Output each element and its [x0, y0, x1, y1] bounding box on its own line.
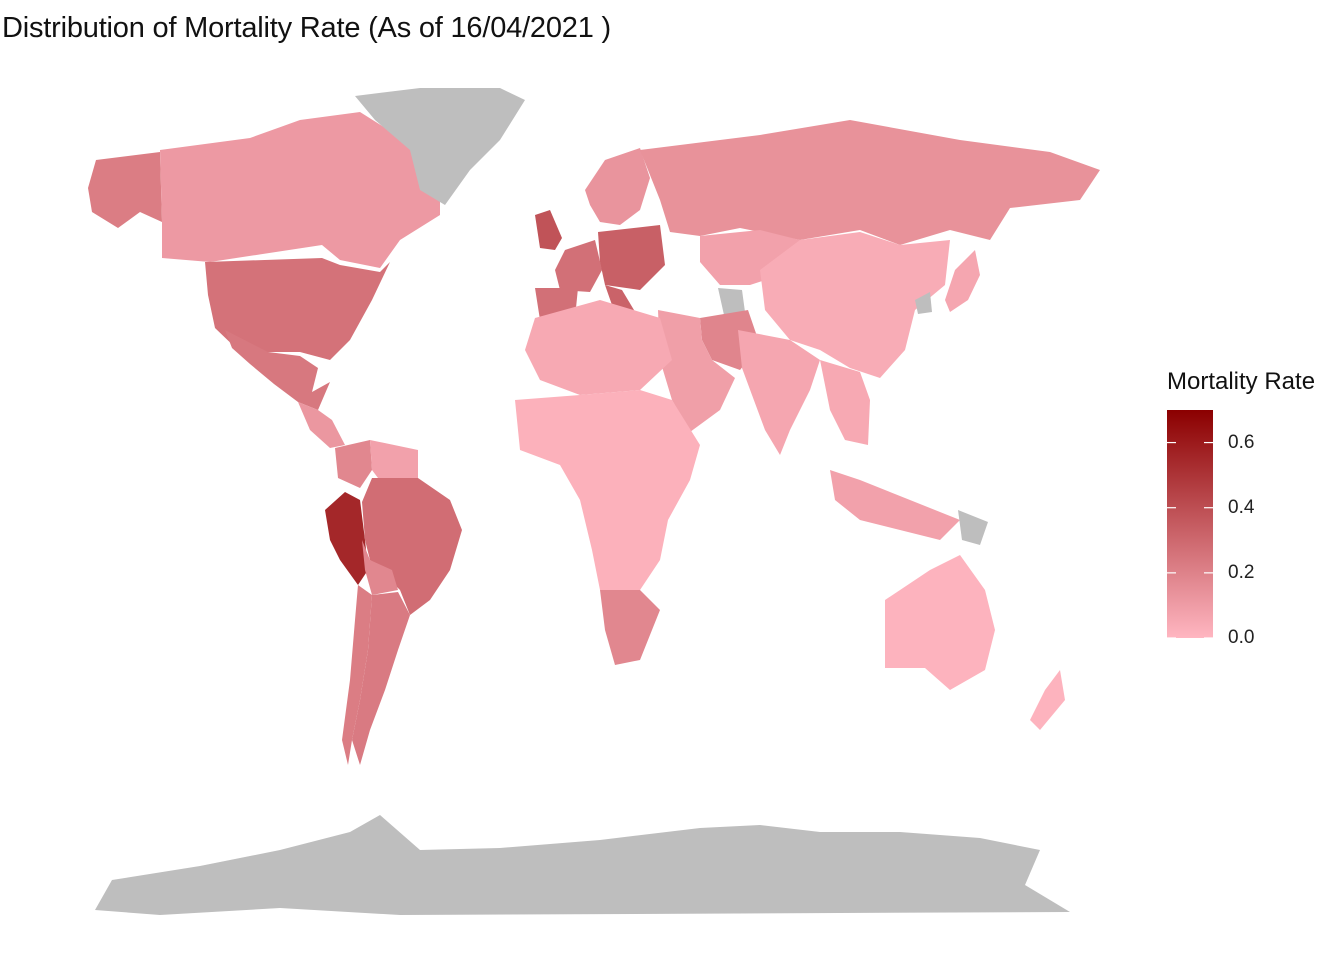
- region-middle-east: [658, 310, 735, 432]
- region-india: [738, 330, 820, 455]
- region-north-korea: [915, 292, 932, 314]
- region-colombia: [335, 440, 372, 488]
- map-regions: [88, 88, 1100, 915]
- region-canada: [160, 112, 440, 268]
- legend-title: Mortality Rate: [1167, 368, 1316, 395]
- region-peru: [325, 492, 368, 585]
- region-scandinavia: [585, 148, 650, 225]
- region-papua-new-guinea: [958, 510, 988, 545]
- legend-tick-label: 0.6: [1228, 431, 1255, 453]
- region-north-africa: [525, 300, 672, 395]
- region-united-states: [205, 258, 390, 360]
- region-indonesia: [830, 470, 960, 540]
- legend-tick-label: 0.4: [1228, 496, 1255, 518]
- region-turkmenistan: [718, 288, 745, 315]
- region-united-kingdom: [535, 210, 562, 250]
- region-china: [760, 232, 950, 378]
- region-central-europe: [598, 225, 665, 290]
- region-chile: [342, 585, 372, 765]
- legend-colorbar: [1167, 410, 1213, 638]
- region-brazil: [362, 478, 462, 615]
- legend-tick-label: 0.2: [1228, 561, 1255, 583]
- region-venezuela: [370, 440, 418, 480]
- region-central-america: [298, 402, 345, 448]
- region-japan: [945, 250, 980, 312]
- region-russia: [640, 120, 1100, 245]
- region-sub-saharan-africa: [515, 390, 700, 590]
- region-bolivia: [362, 540, 398, 595]
- region-south-africa: [600, 590, 660, 665]
- chart-title: Distribution of Mortality Rate (As of 16…: [2, 12, 611, 44]
- region-alaska: [88, 152, 162, 228]
- region-greenland: [355, 88, 525, 205]
- region-australia: [885, 555, 995, 690]
- region-southeast-asia: [820, 360, 870, 445]
- legend-tick-label: 0.0: [1228, 627, 1255, 648]
- region-antarctica: [95, 815, 1070, 915]
- region-argentina: [352, 592, 410, 765]
- region-western-europe: [555, 240, 602, 292]
- region-new-zealand: [1030, 670, 1065, 730]
- region-mexico: [225, 330, 330, 410]
